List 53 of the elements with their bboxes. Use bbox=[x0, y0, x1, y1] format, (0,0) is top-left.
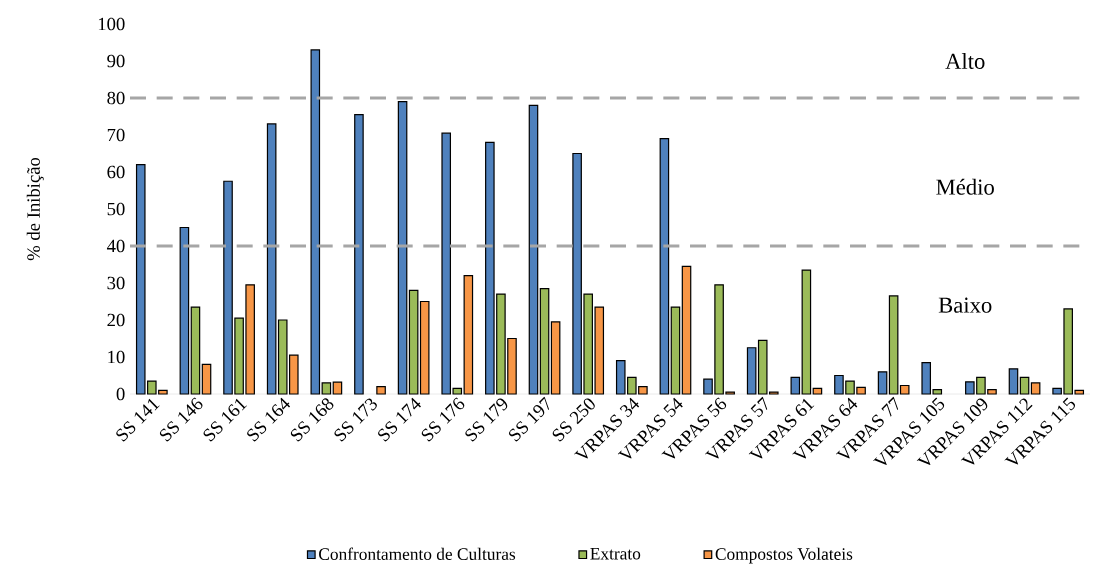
bar bbox=[877, 371, 888, 395]
x-tick-label: SS 161 bbox=[203, 398, 248, 442]
bar bbox=[1019, 376, 1030, 395]
bar bbox=[1008, 368, 1019, 395]
bar bbox=[408, 289, 419, 395]
bar bbox=[550, 321, 561, 395]
x-tick-label: SS 179 bbox=[465, 398, 508, 442]
bar bbox=[528, 104, 539, 395]
bar bbox=[397, 101, 408, 395]
bar bbox=[332, 381, 343, 395]
annotation: Médio bbox=[936, 178, 994, 195]
bar bbox=[790, 376, 801, 395]
x-tick-label: SS 173 bbox=[334, 398, 377, 442]
y-tick-label: 30 bbox=[107, 276, 125, 290]
legend-label: Compostos Volateis bbox=[715, 547, 853, 564]
x-tick-label: SS 197 bbox=[508, 396, 550, 442]
y-tick-label: 0 bbox=[116, 387, 125, 401]
x-tick-label: SS 168 bbox=[290, 398, 334, 442]
bar bbox=[310, 49, 321, 395]
y-tick-label: 20 bbox=[107, 313, 125, 327]
annotation: Alto bbox=[945, 53, 985, 69]
bar bbox=[659, 138, 670, 395]
bar bbox=[419, 300, 430, 395]
bar bbox=[354, 114, 364, 395]
bar bbox=[376, 386, 386, 395]
y-tick-label: 50 bbox=[107, 202, 125, 216]
bar bbox=[1030, 382, 1041, 395]
annotation: Baixo bbox=[938, 297, 992, 313]
bar bbox=[190, 306, 201, 395]
y-tick-label: 10 bbox=[108, 350, 125, 364]
legend-label: Confrontamento de Culturas bbox=[319, 547, 516, 560]
legend-label: Extrato bbox=[590, 548, 641, 560]
bar bbox=[201, 363, 212, 395]
x-tick-label: SS 176 bbox=[421, 397, 465, 442]
y-tick-label: 70 bbox=[107, 128, 125, 142]
bar bbox=[539, 287, 550, 395]
bar bbox=[801, 269, 812, 395]
bar bbox=[179, 226, 190, 395]
y-tick-label: 80 bbox=[107, 91, 125, 105]
y-tick-label: 40 bbox=[106, 239, 125, 253]
y-tick-label: 90 bbox=[107, 54, 125, 68]
x-tick-label: SS 164 bbox=[247, 397, 291, 442]
bar bbox=[321, 382, 332, 395]
bar bbox=[670, 306, 681, 395]
y-axis-title: % de Inibição bbox=[26, 157, 44, 261]
bar bbox=[812, 387, 823, 395]
x-tick-label: SS 174 bbox=[378, 397, 421, 442]
bar bbox=[888, 295, 899, 395]
bar bbox=[899, 384, 910, 395]
x-tick-label: SS 146 bbox=[159, 397, 203, 442]
y-tick-label: 100 bbox=[98, 17, 125, 31]
y-tick-label: 60 bbox=[107, 165, 125, 179]
bar bbox=[681, 265, 692, 395]
